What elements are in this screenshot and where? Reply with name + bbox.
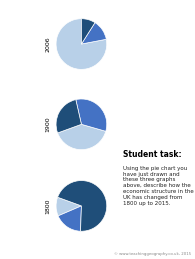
Wedge shape xyxy=(82,19,95,44)
Wedge shape xyxy=(58,124,106,150)
Wedge shape xyxy=(58,181,107,231)
Text: Student task:: Student task: xyxy=(123,150,182,159)
Text: 1900: 1900 xyxy=(45,117,50,132)
Wedge shape xyxy=(58,206,82,231)
Wedge shape xyxy=(82,23,106,44)
Wedge shape xyxy=(56,197,82,216)
Wedge shape xyxy=(56,19,107,69)
Wedge shape xyxy=(56,100,82,133)
Text: 2006: 2006 xyxy=(45,36,50,52)
Text: 1800: 1800 xyxy=(45,198,50,214)
Text: © www.teachinggeography.co.uk, 2015: © www.teachinggeography.co.uk, 2015 xyxy=(114,253,191,256)
Text: The changing UK economy: The changing UK economy xyxy=(16,42,29,217)
Text: Using the pie chart you have just drawn and these three graphs above, describe h: Using the pie chart you have just drawn … xyxy=(123,166,194,206)
Wedge shape xyxy=(76,99,107,131)
